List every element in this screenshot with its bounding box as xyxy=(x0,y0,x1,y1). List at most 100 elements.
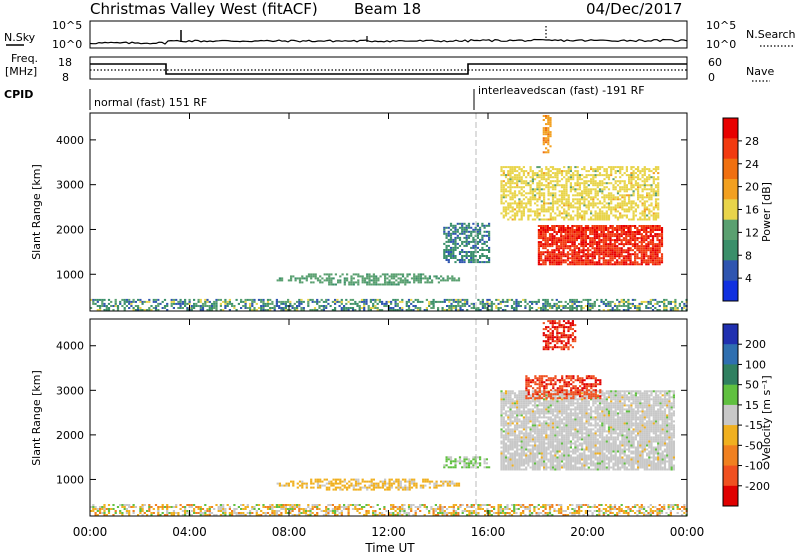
heatmap-cell xyxy=(526,302,529,305)
heatmap-cell xyxy=(511,414,514,417)
heatmap-cell xyxy=(509,172,512,175)
heatmap-cell xyxy=(228,514,231,516)
heatmap-cell xyxy=(598,180,602,183)
heatmap-cell xyxy=(360,506,364,508)
heatmap-cell xyxy=(641,202,644,205)
heatmap-cell xyxy=(511,440,514,443)
heatmap-cell xyxy=(513,212,517,215)
heatmap-cell xyxy=(663,506,666,508)
heatmap-cell xyxy=(516,460,519,463)
heatmap-cell xyxy=(560,227,563,229)
heatmap-cell xyxy=(542,305,545,307)
heatmap-cell xyxy=(365,302,368,305)
heatmap-cell xyxy=(612,196,615,199)
heatmap-cell xyxy=(518,180,521,183)
heatmap-cell xyxy=(534,190,537,193)
heatmap-cell xyxy=(179,307,182,309)
heatmap-cell xyxy=(517,508,520,510)
heatmap-cell xyxy=(638,233,641,236)
heatmap-cell xyxy=(412,504,415,506)
heatmap-cell xyxy=(616,245,619,248)
heatmap-cell xyxy=(457,512,460,514)
heatmap-cell xyxy=(551,249,554,252)
heatmap-cell xyxy=(509,466,512,469)
heatmap-cell xyxy=(94,514,97,516)
heatmap-cell xyxy=(452,300,455,303)
heatmap-cell xyxy=(504,184,508,187)
heatmap-cell xyxy=(454,249,457,251)
heatmap-cell xyxy=(591,231,594,233)
heatmap-cell xyxy=(540,309,543,311)
heatmap-cell xyxy=(463,236,466,239)
heatmap-cell xyxy=(509,464,512,467)
heatmap-cell xyxy=(114,305,117,307)
heatmap-cell xyxy=(555,247,558,250)
heatmap-cell xyxy=(537,235,540,238)
heatmap-cell xyxy=(322,514,325,516)
heatmap-cell xyxy=(620,508,623,510)
heatmap-cell xyxy=(372,514,375,516)
heatmap-cell xyxy=(511,458,514,461)
heatmap-cell xyxy=(121,512,124,514)
heatmap-cell xyxy=(625,510,628,512)
heatmap-cell xyxy=(643,206,646,209)
heatmap-cell xyxy=(651,255,655,258)
heatmap-cell xyxy=(609,251,612,254)
heatmap-cell xyxy=(119,510,122,512)
heatmap-cell xyxy=(170,298,173,301)
heatmap-cell xyxy=(531,218,534,221)
heatmap-cell xyxy=(154,309,158,311)
heatmap-cell xyxy=(354,506,357,508)
heatmap-cell xyxy=(598,190,602,193)
heatmap-cell xyxy=(235,309,238,311)
heatmap-cell xyxy=(384,488,387,491)
heatmap-cell xyxy=(504,422,508,425)
heatmap-cell xyxy=(352,486,355,489)
heatmap-cell xyxy=(563,192,566,195)
heatmap-cell xyxy=(434,514,437,516)
heatmap-cell xyxy=(589,253,592,256)
heatmap-cell xyxy=(581,202,584,205)
heatmap-cell xyxy=(648,184,651,187)
heatmap-cell xyxy=(646,214,649,217)
heatmap-cell xyxy=(379,480,382,483)
heatmap-cell xyxy=(488,232,491,235)
heatmap-cell xyxy=(529,170,532,173)
heatmap-cell xyxy=(384,273,387,276)
heatmap-cell xyxy=(490,506,493,508)
heatmap-cell xyxy=(548,506,552,508)
heatmap-cell xyxy=(643,170,646,173)
heatmap-cell xyxy=(547,133,550,136)
heatmap-cell xyxy=(367,309,370,311)
heatmap-cell xyxy=(253,298,256,301)
heatmap-cell xyxy=(465,230,468,233)
heatmap-cell xyxy=(616,166,620,169)
heatmap-cell xyxy=(500,464,503,467)
heatmap-cell xyxy=(581,182,584,185)
heatmap-cell xyxy=(233,510,236,512)
heatmap-cell xyxy=(613,263,617,266)
heatmap-cell xyxy=(575,298,578,301)
heatmap-cell xyxy=(428,277,431,280)
heatmap-cell xyxy=(504,450,508,453)
heatmap-cell xyxy=(356,305,359,307)
heatmap-cell xyxy=(449,228,453,231)
heatmap-cell xyxy=(602,225,605,227)
heatmap-cell xyxy=(368,283,371,286)
heatmap-cell xyxy=(406,273,409,276)
heatmap-cell xyxy=(500,392,503,395)
heatmap-cell xyxy=(607,174,611,177)
heatmap-cell xyxy=(278,279,281,282)
heatmap-cell xyxy=(511,444,514,447)
heatmap-cell xyxy=(224,510,227,512)
heatmap-cell xyxy=(618,249,621,252)
heatmap-cell xyxy=(412,514,415,516)
heatmap-cell xyxy=(558,172,561,175)
heatmap-cell xyxy=(463,255,466,257)
heatmap-cell xyxy=(622,233,625,236)
heatmap-cell xyxy=(636,510,639,512)
heatmap-cell xyxy=(531,307,534,309)
heatmap-cell xyxy=(543,194,546,197)
heatmap-cell xyxy=(291,514,294,516)
heatmap-cell xyxy=(184,508,187,510)
